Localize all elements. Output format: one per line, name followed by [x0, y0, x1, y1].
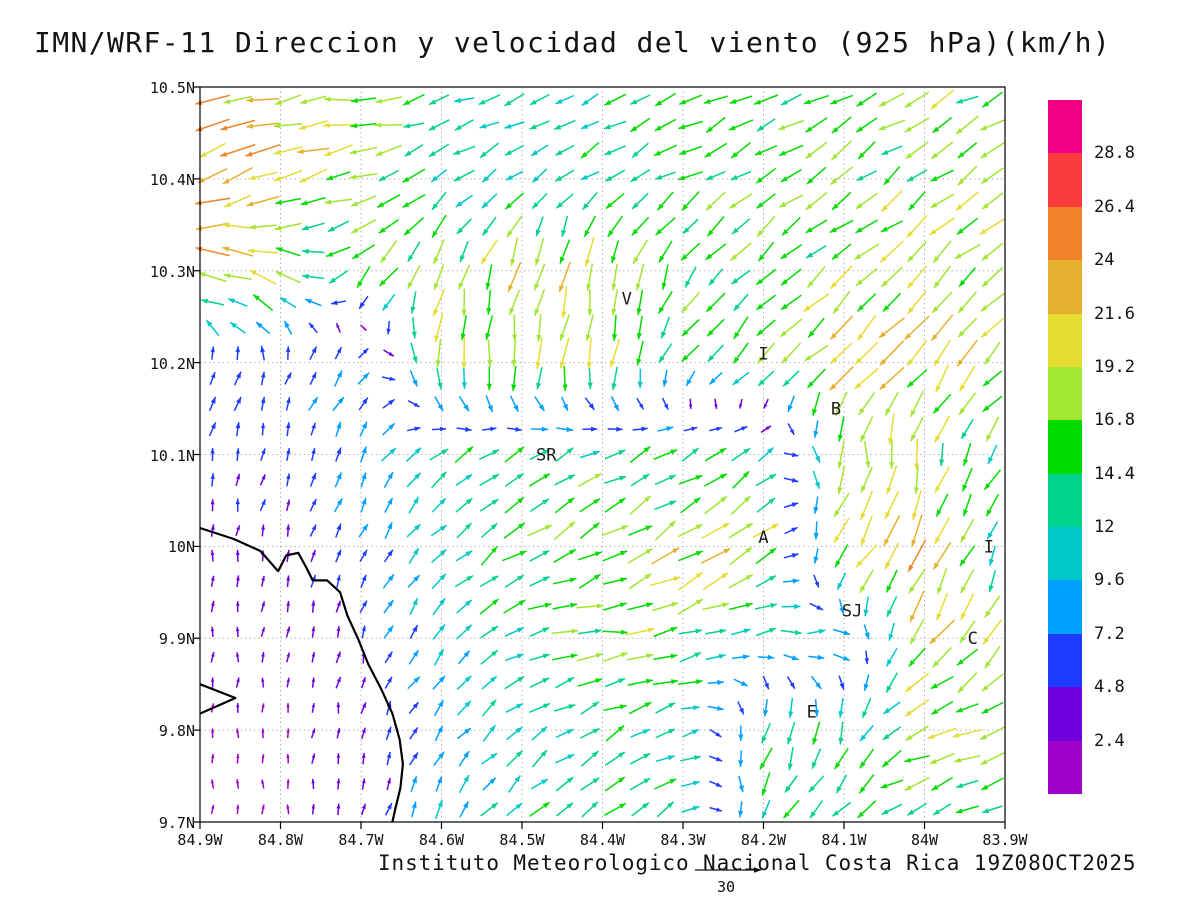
colorbar-tick-label: 2.4 [1094, 730, 1125, 751]
colorbar-tick-label: 24 [1094, 250, 1115, 271]
y-tick-label: 9.7N [158, 814, 195, 832]
colorbar-segment [1048, 366, 1082, 421]
x-tick-label: 84.3W [660, 831, 706, 849]
x-tick-label: 84.5W [499, 831, 545, 849]
y-tick-label: 10.1N [149, 446, 195, 465]
colorbar-tick-label: 9.6 [1094, 570, 1125, 591]
x-tick-label: 84.2W [740, 831, 787, 849]
colorbar-segment [1048, 473, 1082, 527]
colorbar [1048, 100, 1082, 794]
colorbar-segment [1048, 420, 1082, 474]
station-label: SR [536, 446, 557, 466]
gridlines [199, 86, 1006, 823]
station-label: I [758, 344, 768, 364]
colorbar-segment [1048, 100, 1082, 154]
colorbar-segment [1048, 313, 1082, 367]
colorbar-segment [1048, 740, 1082, 794]
station-label: I [984, 537, 994, 557]
y-tick-label: 10.3N [149, 262, 195, 281]
station-labels: V I B SR A I SJ C E [536, 289, 994, 722]
y-tick-label: 9.8N [158, 722, 195, 741]
reference-vector-label: 30 [717, 878, 735, 896]
y-tick-label: 10.5N [149, 79, 195, 97]
colorbar-segment [1048, 527, 1082, 581]
colorbar-tick-label: 4.8 [1094, 677, 1125, 698]
station-label: E [807, 703, 817, 723]
wind-vectors [194, 89, 1006, 819]
y-tick-label: 10N [167, 538, 195, 557]
colorbar-tick-label: 19.2 [1094, 356, 1135, 377]
reference-vector: 30 [695, 867, 762, 896]
station-label: V [622, 289, 632, 309]
colorbar-tick-label: 16.8 [1094, 410, 1135, 431]
station-label: B [831, 400, 841, 420]
colorbar-tick-label: 14.4 [1094, 463, 1135, 484]
colorbar-tick-label: 21.6 [1094, 303, 1135, 324]
x-tick-label: 84.8W [257, 831, 304, 849]
x-tick-label: 84W [910, 831, 939, 849]
x-tick-label: 84.9W [177, 831, 223, 849]
station-label: SJ [842, 602, 862, 622]
wind-vector-plot: V I B SR A I SJ C E [193, 86, 1006, 829]
station-label: C [968, 629, 978, 649]
y-tick-label: 10.4N [149, 170, 195, 189]
colorbar-tick-label: 28.8 [1094, 143, 1135, 164]
coastline [199, 526, 404, 823]
colorbar-segment [1048, 260, 1082, 314]
x-tick-label: 84.7W [338, 831, 384, 849]
plot-area: V I B SR A I SJ C E [193, 86, 1006, 829]
chart-title: IMN/WRF-11 Direccion y velocidad del vie… [34, 26, 1112, 59]
axes-frame [193, 86, 1006, 829]
x-tick-label: 84.4W [579, 831, 626, 849]
reference-vector-arrowhead [754, 867, 762, 873]
colorbar-segment [1048, 580, 1082, 634]
x-tick-label: 84.1W [821, 831, 867, 849]
y-tick-label: 10.2N [149, 354, 195, 373]
colorbar-segment [1048, 687, 1082, 741]
colorbar-segment [1048, 633, 1082, 688]
colorbar-tick-label: 26.4 [1094, 196, 1135, 217]
station-label: A [758, 528, 768, 548]
x-tick-label: 84.6W [418, 831, 465, 849]
colorbar-segment [1048, 206, 1082, 261]
x-tick-label: 83.9W [982, 831, 1028, 849]
y-tick-label: 9.9N [158, 630, 195, 649]
colorbar-tick-label: 12 [1094, 517, 1115, 538]
colorbar-segment [1048, 153, 1082, 207]
colorbar-tick-label: 7.2 [1094, 623, 1125, 644]
